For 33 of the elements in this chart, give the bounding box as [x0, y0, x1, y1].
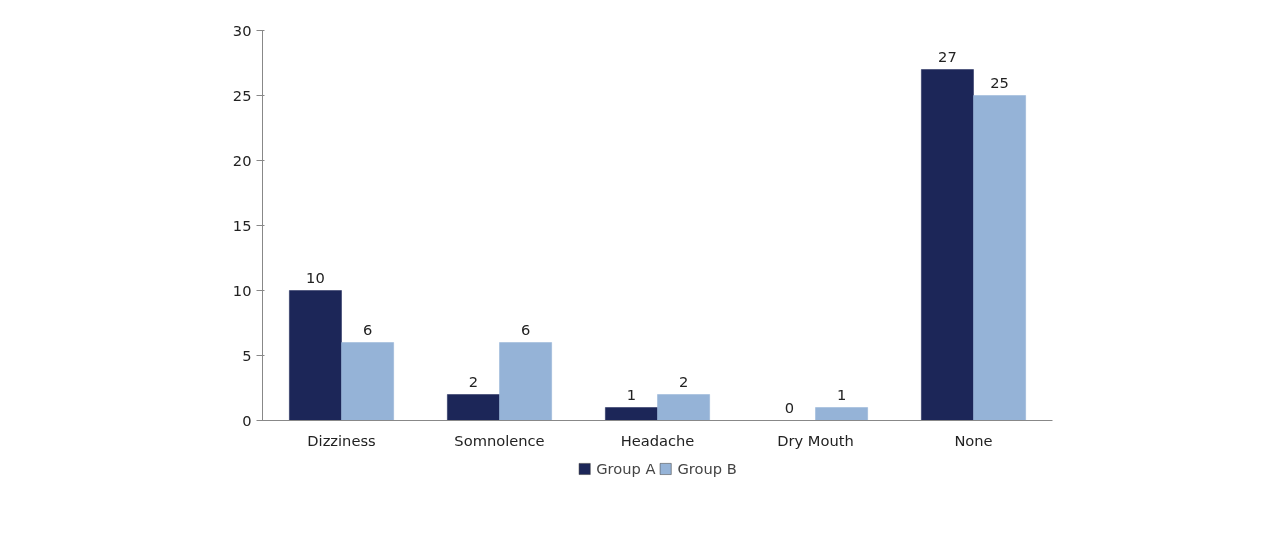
legend-label: Group B [677, 459, 737, 477]
bar [499, 342, 552, 421]
bar [289, 290, 342, 421]
data-label: 6 [520, 320, 531, 338]
y-tick-label: 25 [232, 86, 252, 104]
bar [605, 407, 658, 421]
bar [341, 342, 394, 421]
data-label: 27 [938, 47, 957, 65]
x-tick-label: Dry Mouth [777, 431, 854, 449]
x-tick-label: Somnolence [454, 431, 545, 449]
y-tick-label: 10 [232, 281, 252, 299]
bar [921, 69, 974, 421]
x-tick-label: Dizziness [307, 431, 376, 449]
data-label: 25 [990, 73, 1009, 91]
y-tick-label: 30 [232, 21, 252, 39]
bar [815, 407, 868, 421]
data-label: 0 [784, 398, 795, 416]
bar [657, 394, 710, 421]
bar [447, 394, 500, 421]
legend-label: Group A [596, 459, 656, 477]
y-tick-label: 15 [232, 216, 252, 234]
y-tick-label: 20 [232, 151, 252, 169]
data-label: 2 [678, 372, 689, 390]
data-label: 1 [836, 385, 847, 403]
bar [973, 95, 1026, 421]
data-label: 1 [626, 385, 637, 403]
y-tick-label: 0 [242, 411, 252, 429]
data-label: 2 [468, 372, 479, 390]
data-label: 10 [306, 268, 325, 286]
x-tick-label: None [954, 431, 993, 449]
data-label: 6 [362, 320, 373, 338]
x-tick-label: Headache [620, 431, 695, 449]
y-tick-label: 5 [242, 346, 252, 364]
